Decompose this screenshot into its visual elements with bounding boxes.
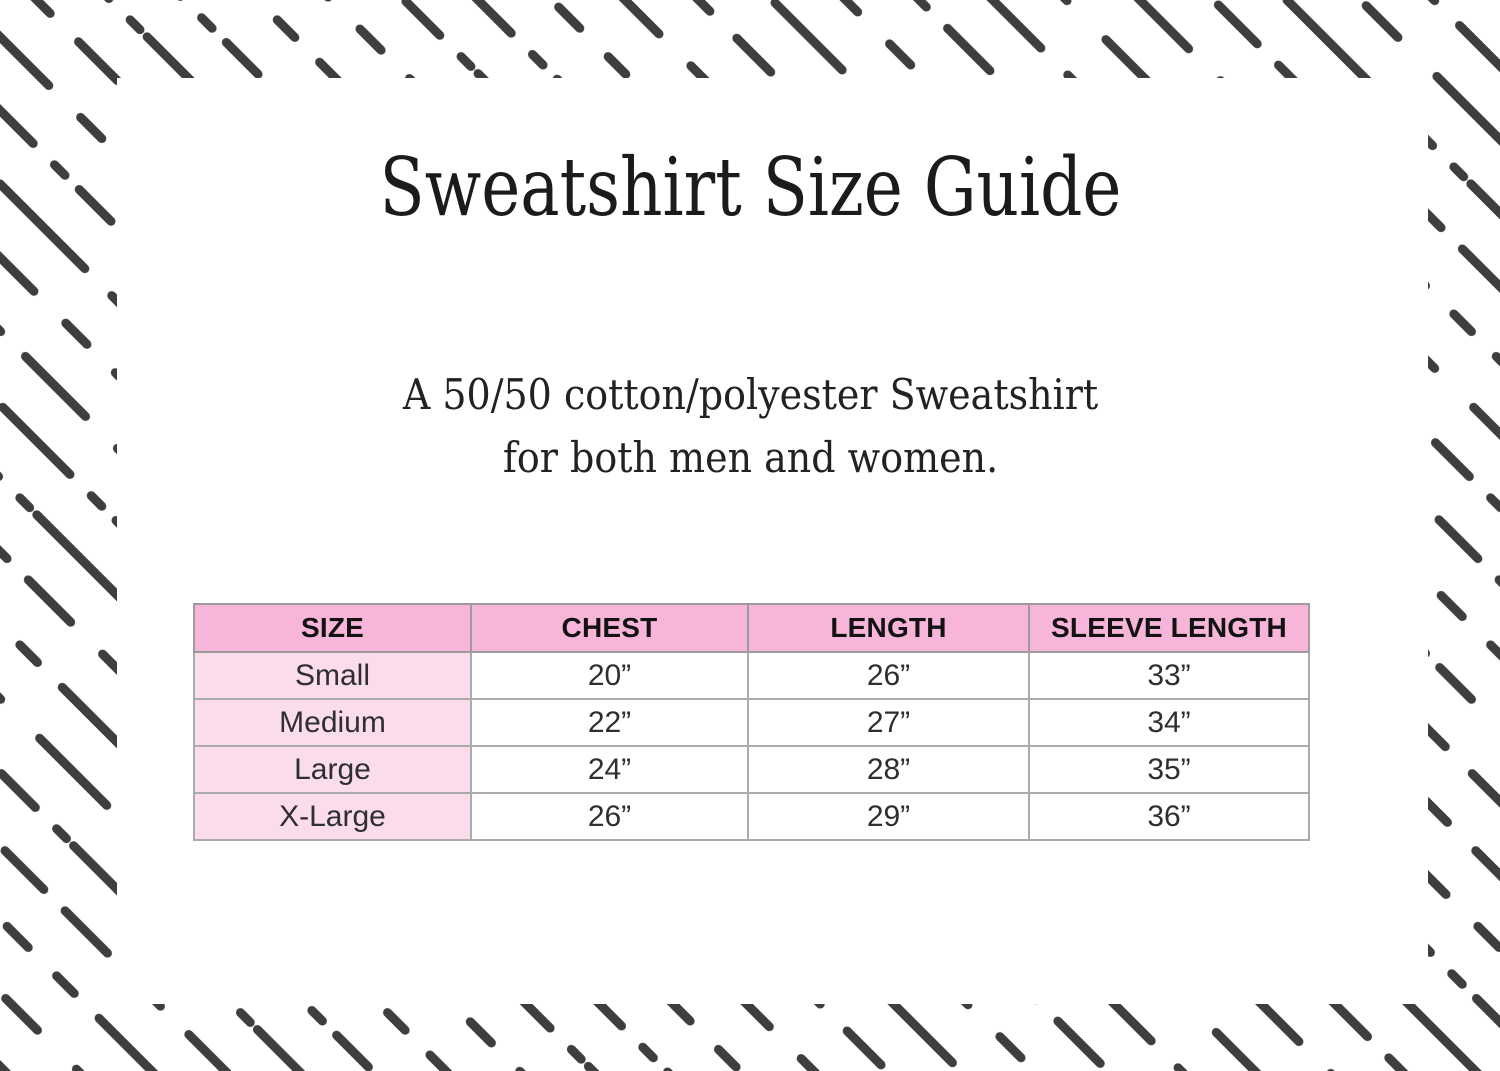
size-guide-table: SIZE CHEST LENGTH SLEEVE LENGTH Small 20… [193,603,1310,841]
sleeve-length-value-cell: 36” [1028,792,1310,841]
content-card: Sweatshirt Size Guide A 50/50 cotton/pol… [117,78,1428,1004]
length-value-cell: 29” [747,792,1030,841]
chest-value-cell: 26” [470,792,749,841]
size-label-cell: Medium [193,698,472,747]
page-subtitle: A 50/50 cotton/polyester Sweatshirt for … [117,364,1384,489]
sleeve-length-value-cell: 34” [1028,698,1310,747]
page-title: Sweatshirt Size Guide [379,140,1122,235]
column-header-chest: CHEST [470,603,749,653]
column-header-size: SIZE [193,603,472,653]
table-row-medium: Medium 22” 27” 34” [193,698,1310,747]
length-value-cell: 26” [747,651,1030,700]
size-label-cell: Small [193,651,472,700]
subtitle-line-1: A 50/50 cotton/polyester Sweatshirt [402,370,1099,419]
size-label-cell: X-Large [193,792,472,841]
length-value-cell: 27” [747,698,1030,747]
length-value-cell: 28” [747,745,1030,794]
column-header-length: LENGTH [747,603,1030,653]
table-header-row: SIZE CHEST LENGTH SLEEVE LENGTH [193,603,1310,653]
table-row-x-large: X-Large 26” 29” 36” [193,792,1310,841]
chest-value-cell: 24” [470,745,749,794]
heading-block: Sweatshirt Size Guide A 50/50 cotton/pol… [117,78,1384,481]
subtitle-line-2: for both men and women. [502,433,999,482]
table-row-small: Small 20” 26” 33” [193,651,1310,700]
sleeve-length-value-cell: 33” [1028,651,1310,700]
sleeve-length-value-cell: 35” [1028,745,1310,794]
column-header-sleeve-length: SLEEVE LENGTH [1028,603,1310,653]
chest-value-cell: 22” [470,698,749,747]
table-row-large: Large 24” 28” 35” [193,745,1310,794]
size-label-cell: Large [193,745,472,794]
chest-value-cell: 20” [470,651,749,700]
